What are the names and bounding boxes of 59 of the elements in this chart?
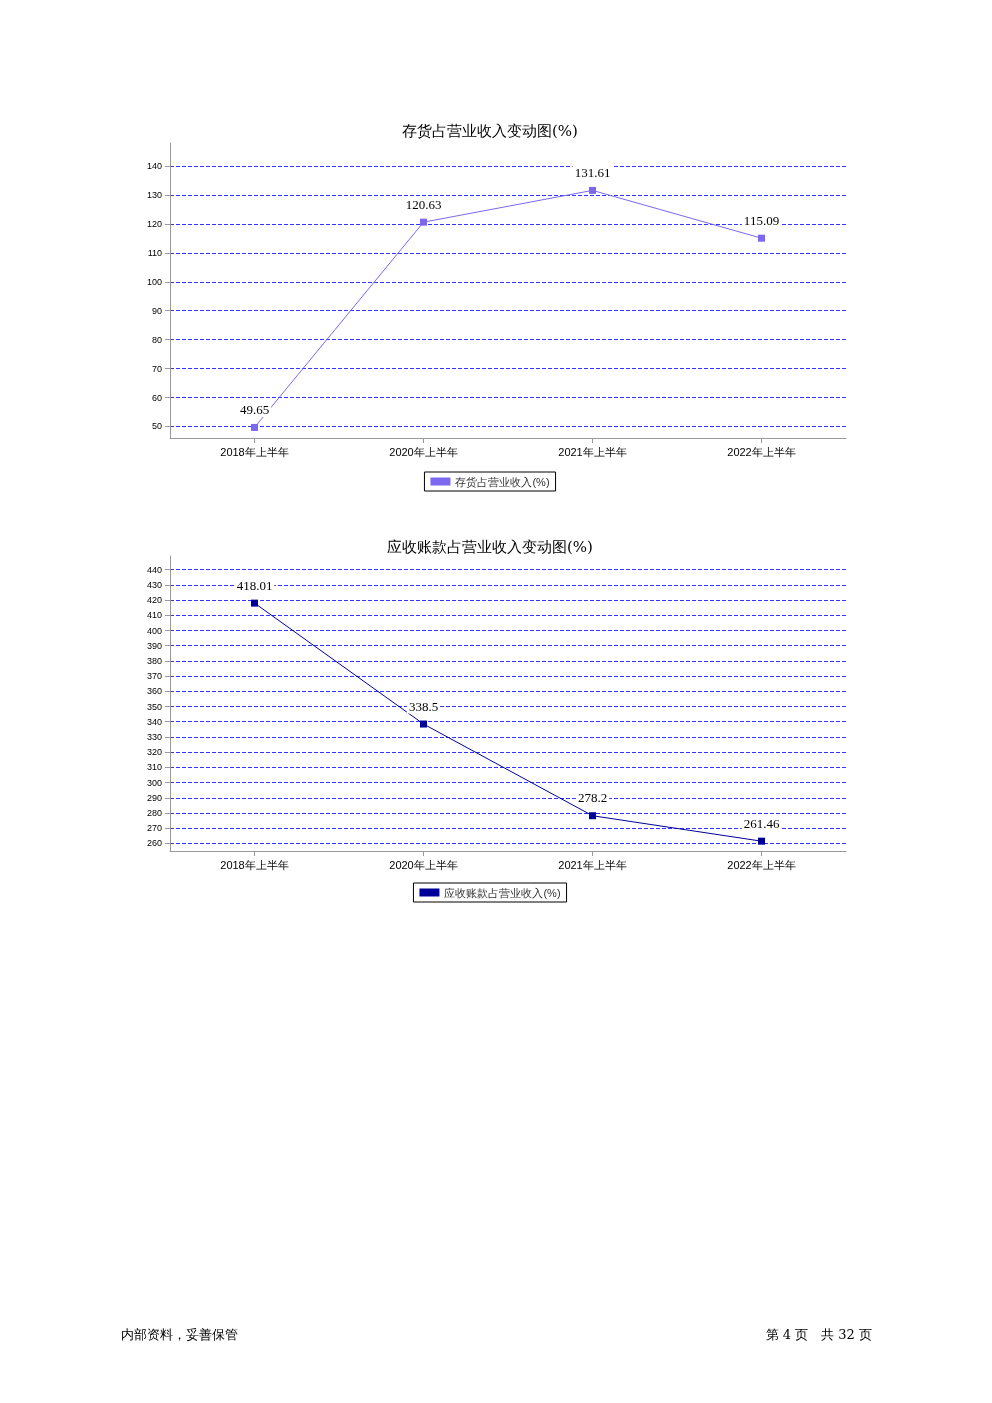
data-label: 418.01 <box>236 577 273 593</box>
y-tick-label: 440 <box>146 564 162 575</box>
y-tick-label: 70 <box>151 363 162 374</box>
chart-title: 应收账款占营业收入变动图(%) <box>387 537 593 556</box>
x-tick-label: 2021年上半年 <box>558 445 627 458</box>
y-tick-label: 420 <box>146 595 162 606</box>
y-tick-label: 140 <box>146 161 162 172</box>
y-tick-label: 80 <box>151 334 162 345</box>
y-tick-label: 430 <box>146 579 162 590</box>
data-label: 261.46 <box>743 815 780 831</box>
y-tick-label: 300 <box>146 777 162 788</box>
y-tick-label: 270 <box>146 823 162 834</box>
y-tick-label: 400 <box>146 625 162 636</box>
y-tick-label: 100 <box>146 276 162 287</box>
chart-title: 存货占营业收入变动图(%) <box>402 121 578 140</box>
point <box>420 720 427 728</box>
y-tick-label: 340 <box>146 716 162 727</box>
y-tick-label: 120 <box>146 218 162 229</box>
data-label: 338.5 <box>408 698 439 714</box>
point <box>758 234 765 242</box>
y-tick-label: 260 <box>146 838 162 849</box>
x-tick-label: 2022年上半年 <box>727 858 796 871</box>
x-tick-label: 2018年上半年 <box>220 858 289 871</box>
y-tick-label: 110 <box>147 247 162 258</box>
y-tick-label: 90 <box>151 305 162 316</box>
text: 内部资料，妥善保管 <box>121 1326 238 1344</box>
y-tick-label: 280 <box>146 807 162 818</box>
point <box>589 186 596 194</box>
y-tick-label: 130 <box>146 190 162 201</box>
y-tick-label: 310 <box>146 762 162 773</box>
y-tick-label: 320 <box>146 747 162 758</box>
y-tick-label: 330 <box>146 731 162 742</box>
point <box>420 218 427 226</box>
point <box>589 812 596 820</box>
y-tick-label: 390 <box>146 640 162 651</box>
y-tick-label: 360 <box>146 686 162 697</box>
data-label: 115.09 <box>743 212 780 228</box>
y-tick-label: 370 <box>146 671 162 682</box>
point <box>758 837 765 845</box>
x-tick-label: 2022年上半年 <box>727 445 796 458</box>
legend-label: 存货占营业收入(%) <box>455 475 550 488</box>
data-label: 131.61 <box>574 164 611 180</box>
x-tick-label: 2021年上半年 <box>558 858 627 871</box>
y-tick-label: 410 <box>146 610 162 621</box>
data-label: 49.65 <box>239 401 270 417</box>
x-tick-label: 2020年上半年 <box>389 445 458 458</box>
y-tick-label: 60 <box>151 392 162 403</box>
y-tick-label: 380 <box>146 655 162 666</box>
x-tick-label: 2018年上半年 <box>220 445 289 458</box>
data-label: 120.63 <box>405 196 442 212</box>
legend-label: 应收账款占营业收入(%) <box>444 886 561 899</box>
data-label: 278.2 <box>577 790 608 806</box>
text: 第 4 页 共 32 页 <box>765 1326 872 1344</box>
x-tick-label: 2020年上半年 <box>389 858 458 871</box>
y-tick-label: 350 <box>146 701 162 712</box>
point <box>251 599 258 607</box>
y-tick-label: 50 <box>151 421 162 432</box>
y-tick-label: 290 <box>146 792 162 803</box>
point <box>251 423 258 431</box>
